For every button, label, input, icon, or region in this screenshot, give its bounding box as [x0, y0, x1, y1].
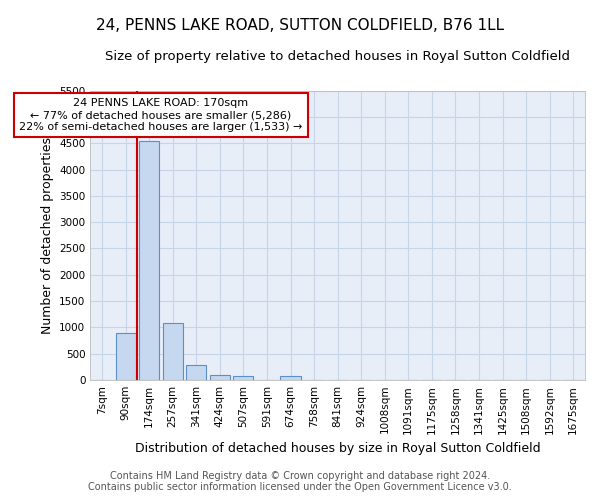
Bar — [210, 375, 230, 380]
Text: 24, PENNS LAKE ROAD, SUTTON COLDFIELD, B76 1LL: 24, PENNS LAKE ROAD, SUTTON COLDFIELD, B… — [96, 18, 504, 32]
Bar — [186, 365, 206, 380]
Text: Contains HM Land Registry data © Crown copyright and database right 2024.
Contai: Contains HM Land Registry data © Crown c… — [88, 471, 512, 492]
Bar — [116, 332, 136, 380]
Bar — [163, 323, 183, 380]
Bar — [139, 140, 159, 380]
Bar — [233, 376, 253, 380]
X-axis label: Distribution of detached houses by size in Royal Sutton Coldfield: Distribution of detached houses by size … — [135, 442, 541, 455]
Y-axis label: Number of detached properties: Number of detached properties — [41, 137, 53, 334]
Bar — [280, 376, 301, 380]
Text: 24 PENNS LAKE ROAD: 170sqm
← 77% of detached houses are smaller (5,286)
22% of s: 24 PENNS LAKE ROAD: 170sqm ← 77% of deta… — [19, 98, 302, 132]
Title: Size of property relative to detached houses in Royal Sutton Coldfield: Size of property relative to detached ho… — [105, 50, 570, 63]
